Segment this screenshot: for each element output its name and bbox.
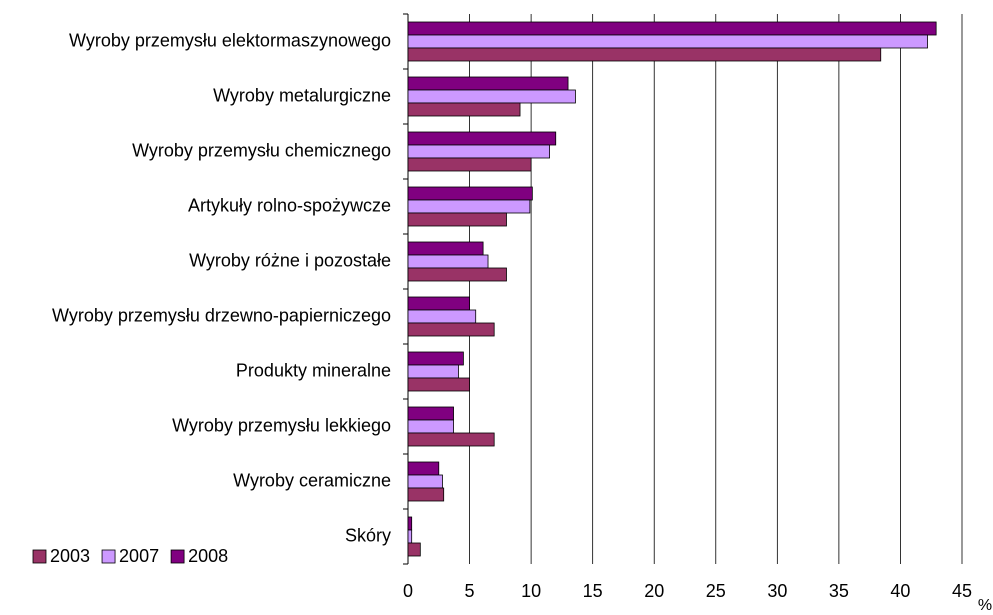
x-tick-label: 45 [952, 581, 972, 601]
x-tick-label: 10 [521, 581, 541, 601]
bar [407, 186, 533, 201]
bar [407, 267, 507, 282]
bar [407, 516, 413, 531]
bar [407, 199, 531, 214]
legend-swatch [170, 549, 185, 564]
legend-label: 2008 [188, 546, 228, 566]
bar [407, 102, 521, 117]
x-tick-label: 5 [465, 581, 475, 601]
bar [407, 89, 576, 104]
y-tick-label: Wyroby różne i pozostałe [189, 250, 391, 270]
bar [407, 47, 882, 62]
bar [407, 131, 557, 146]
bar [407, 309, 477, 324]
bar [407, 364, 459, 379]
bar [407, 351, 464, 366]
x-tick-label: 20 [644, 581, 664, 601]
y-tick-label: Skóry [345, 525, 391, 545]
y-tick-label: Wyroby metalurgiczne [213, 85, 391, 105]
bar [407, 76, 569, 91]
bar [407, 474, 443, 489]
x-axis-label: % [978, 597, 992, 614]
y-tick-label: Wyroby przemysłu drzewno-papierniczego [52, 305, 391, 325]
y-tick-label: Wyroby przemysłu elektormaszynowego [69, 30, 391, 50]
x-tick-label: 25 [706, 581, 726, 601]
bar [407, 432, 495, 447]
y-tick-label: Wyroby przemysłu lekkiego [172, 415, 391, 435]
y-tick-label: Wyroby ceramiczne [233, 470, 391, 490]
bar [407, 212, 507, 227]
bar [407, 419, 454, 434]
y-tick-label: Artykuły rolno-spożywcze [188, 195, 391, 215]
y-tick-label: Produkty mineralne [236, 360, 391, 380]
bar [407, 487, 445, 502]
bar [407, 34, 928, 49]
legend-label: 2003 [50, 546, 90, 566]
bar [407, 529, 413, 544]
bar [407, 157, 532, 172]
bar [407, 21, 937, 36]
x-tick-label: 40 [890, 581, 910, 601]
bar [407, 377, 470, 392]
legend-swatch [101, 549, 116, 564]
x-tick-label: 30 [767, 581, 787, 601]
bar [407, 144, 550, 159]
x-tick-label: 15 [583, 581, 603, 601]
x-tick-label: 35 [829, 581, 849, 601]
legend-swatch [32, 549, 47, 564]
bar [407, 296, 470, 311]
bar [407, 461, 440, 476]
x-tick-label: 0 [403, 581, 413, 601]
bar [407, 322, 495, 337]
y-tick-label: Wyroby przemysłu chemicznego [132, 140, 391, 160]
legend-label: 2007 [119, 546, 159, 566]
bar [407, 406, 454, 421]
bar [407, 241, 484, 256]
bar [407, 542, 421, 557]
bar [407, 254, 489, 269]
